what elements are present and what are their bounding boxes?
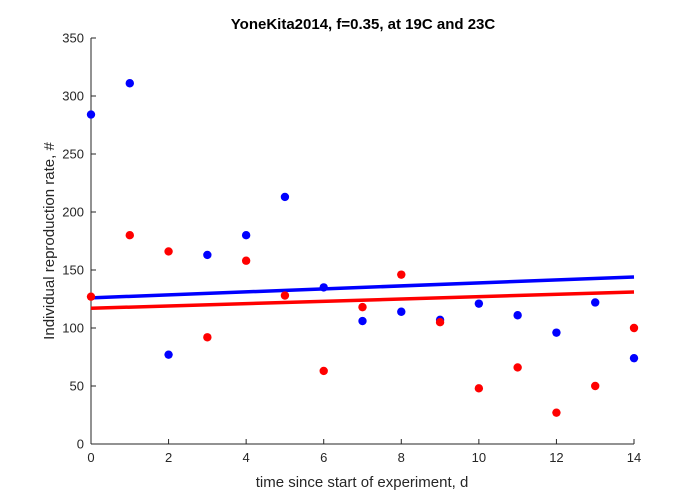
data-point-series-1 bbox=[164, 350, 173, 359]
data-point-series-2 bbox=[552, 408, 561, 417]
data-point-series-1 bbox=[125, 79, 134, 88]
y-tick-label: 350 bbox=[62, 31, 84, 46]
data-points bbox=[86, 79, 639, 417]
y-tick-label: 250 bbox=[62, 147, 84, 162]
x-axis-ticks: 0 2 4 6 8 10 12 14 bbox=[87, 439, 641, 465]
plot-area bbox=[90, 38, 634, 445]
y-tick-label: 200 bbox=[62, 205, 84, 220]
y-tick-label: 100 bbox=[62, 321, 84, 336]
data-point-series-2 bbox=[319, 366, 328, 376]
data-point-series-1 bbox=[629, 353, 639, 363]
data-point-series-2 bbox=[513, 363, 522, 372]
y-tick-label: 150 bbox=[62, 263, 84, 278]
data-point-series-2 bbox=[125, 231, 134, 240]
data-point-series-2 bbox=[474, 384, 484, 393]
x-tick-label: 6 bbox=[320, 450, 327, 465]
data-point-series-2 bbox=[203, 333, 212, 342]
data-point-series-2 bbox=[358, 302, 367, 312]
data-point-series-2 bbox=[397, 270, 406, 279]
data-point-series-1 bbox=[591, 298, 600, 307]
x-tick-label: 14 bbox=[627, 450, 641, 465]
x-tick-label: 10 bbox=[472, 450, 486, 465]
data-point-series-2 bbox=[164, 247, 173, 256]
fit-lines bbox=[90, 275, 635, 311]
y-axis-label: Individual reproduction rate, # bbox=[41, 142, 58, 340]
x-tick-label: 0 bbox=[87, 450, 94, 465]
data-point-series-1 bbox=[552, 328, 561, 337]
data-point-series-1 bbox=[513, 311, 522, 320]
fit-line-series-2 bbox=[90, 290, 635, 311]
x-tick-label: 12 bbox=[549, 450, 563, 465]
data-point-series-1 bbox=[86, 110, 96, 119]
fit-line-series-1 bbox=[90, 275, 635, 300]
y-tick-label: 50 bbox=[70, 379, 84, 394]
data-point-series-1 bbox=[241, 231, 251, 240]
data-point-series-2 bbox=[241, 256, 251, 265]
data-point-series-1 bbox=[280, 192, 290, 202]
y-axis-ticks: 0 50 100 150 200 250 300 350 bbox=[62, 31, 96, 452]
data-point-series-2 bbox=[435, 318, 445, 327]
data-point-series-2 bbox=[629, 323, 639, 333]
x-tick-label: 2 bbox=[165, 450, 172, 465]
data-point-series-1 bbox=[474, 299, 484, 308]
data-point-series-1 bbox=[203, 250, 212, 260]
data-point-series-2 bbox=[591, 381, 600, 391]
data-point-series-1 bbox=[397, 307, 406, 316]
chart-title: YoneKita2014, f=0.35, at 19C and 23C bbox=[231, 16, 496, 33]
data-point-series-2 bbox=[86, 292, 96, 301]
x-tick-label: 8 bbox=[398, 450, 405, 465]
data-point-series-1 bbox=[358, 316, 367, 326]
data-point-series-1 bbox=[319, 283, 328, 292]
y-tick-label: 0 bbox=[77, 437, 84, 452]
data-point-series-2 bbox=[280, 291, 290, 300]
x-tick-label: 4 bbox=[243, 450, 250, 465]
y-tick-label: 300 bbox=[62, 89, 84, 104]
x-axis-label: time since start of experiment, d bbox=[256, 474, 469, 491]
